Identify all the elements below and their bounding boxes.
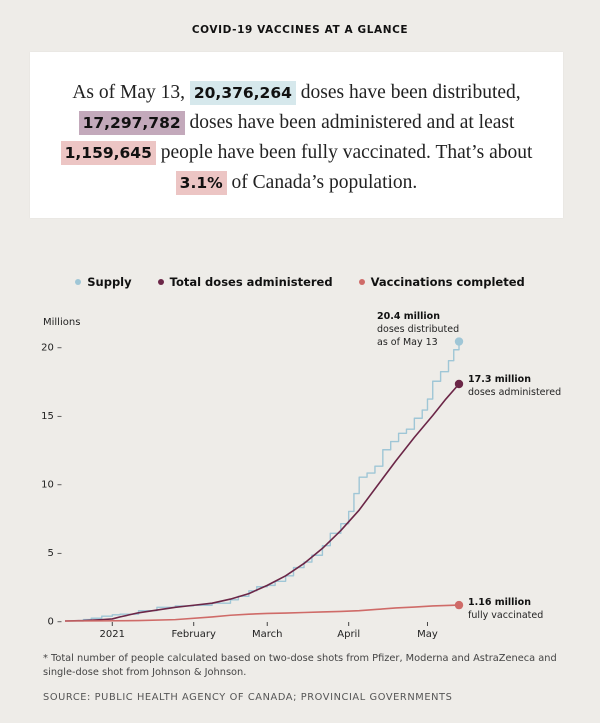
series-lines	[64, 337, 464, 622]
series-line-supply	[65, 341, 460, 622]
summary-text: As of May 13, 20,376,264 doses have been…	[30, 78, 563, 198]
distributed-value: 20,376,264	[189, 81, 296, 105]
annotation-completed-value: 1.16 million	[468, 597, 531, 608]
annotation-supply-text: doses distributed	[377, 324, 459, 335]
x-tick-label: May	[417, 629, 438, 640]
administered-value: 17,297,782	[78, 111, 185, 135]
endpoint-marker-administered	[454, 379, 464, 389]
summary-part-2: doses have been distributed,	[295, 82, 521, 103]
administered-dot-icon	[157, 278, 164, 285]
annotation-administered-value: 17.3 million	[468, 374, 531, 385]
annotations: 20.4 million doses distributed as of May 1…	[377, 311, 561, 621]
completed-dot-icon	[358, 278, 365, 285]
y-tick-label: 0 –	[47, 617, 62, 628]
source-line: SOURCE: PUBLIC HEALTH AGENCY OF CANADA; …	[43, 692, 453, 703]
series-line-completed	[64, 604, 460, 622]
page-title: COVID-19 VACCINES AT A GLANCE	[191, 24, 409, 36]
y-tick-label: 10 –	[41, 480, 62, 491]
y-axis-label: Millions	[43, 317, 80, 328]
annotation-administered-text: doses administered	[468, 387, 561, 398]
annotation-supply-value: 20.4 million	[377, 311, 440, 322]
vaccinated-value: 1,159,645	[60, 141, 156, 165]
legend-label-administered: Total doses administered	[169, 275, 333, 289]
y-tick-label: 5 –	[47, 548, 62, 559]
legend-label-completed: Vaccinations completed	[370, 275, 525, 289]
annotation-supply-text: as of May 13	[377, 337, 438, 348]
summary-part-5: of Canada’s population.	[226, 172, 418, 193]
series-line-administered	[64, 383, 460, 622]
summary-part-1: As of May 13,	[72, 82, 190, 103]
line-chart: Millions 0 – 5 – 10 – 15 – 20 – 2021 February…	[41, 311, 561, 640]
x-tick-label: 2021	[100, 629, 125, 640]
legend-item-administered: Total doses administered	[157, 275, 333, 289]
x-axis: 2021 February March April May	[100, 622, 438, 640]
percent-value: 3.1%	[175, 171, 227, 195]
legend-label-supply: Supply	[87, 275, 132, 289]
chart-legend: Supply Total doses administered Vaccinat…	[0, 275, 600, 289]
footnote: * Total number of people calculated base…	[43, 653, 557, 678]
legend-item-completed: Vaccinations completed	[358, 275, 525, 289]
summary-part-4: people have been fully vaccinated. That’…	[155, 142, 533, 163]
supply-dot-icon	[75, 278, 82, 285]
legend-item-supply: Supply	[75, 275, 132, 289]
x-tick-label: March	[252, 629, 282, 640]
summary-card: As of May 13, 20,376,264 doses have been…	[30, 52, 563, 218]
endpoint-marker-completed	[454, 600, 464, 610]
y-tick-label: 15 –	[41, 411, 62, 422]
x-tick-label: April	[337, 629, 360, 640]
summary-part-3: doses have been administered and at leas…	[184, 112, 515, 133]
endpoint-marker-supply	[454, 337, 464, 346]
annotation-completed-text: fully vaccinated	[468, 610, 543, 621]
y-axis: 0 – 5 – 10 – 15 – 20 –	[41, 343, 62, 628]
y-tick-label: 20 –	[41, 343, 62, 354]
x-tick-label: February	[172, 629, 216, 640]
